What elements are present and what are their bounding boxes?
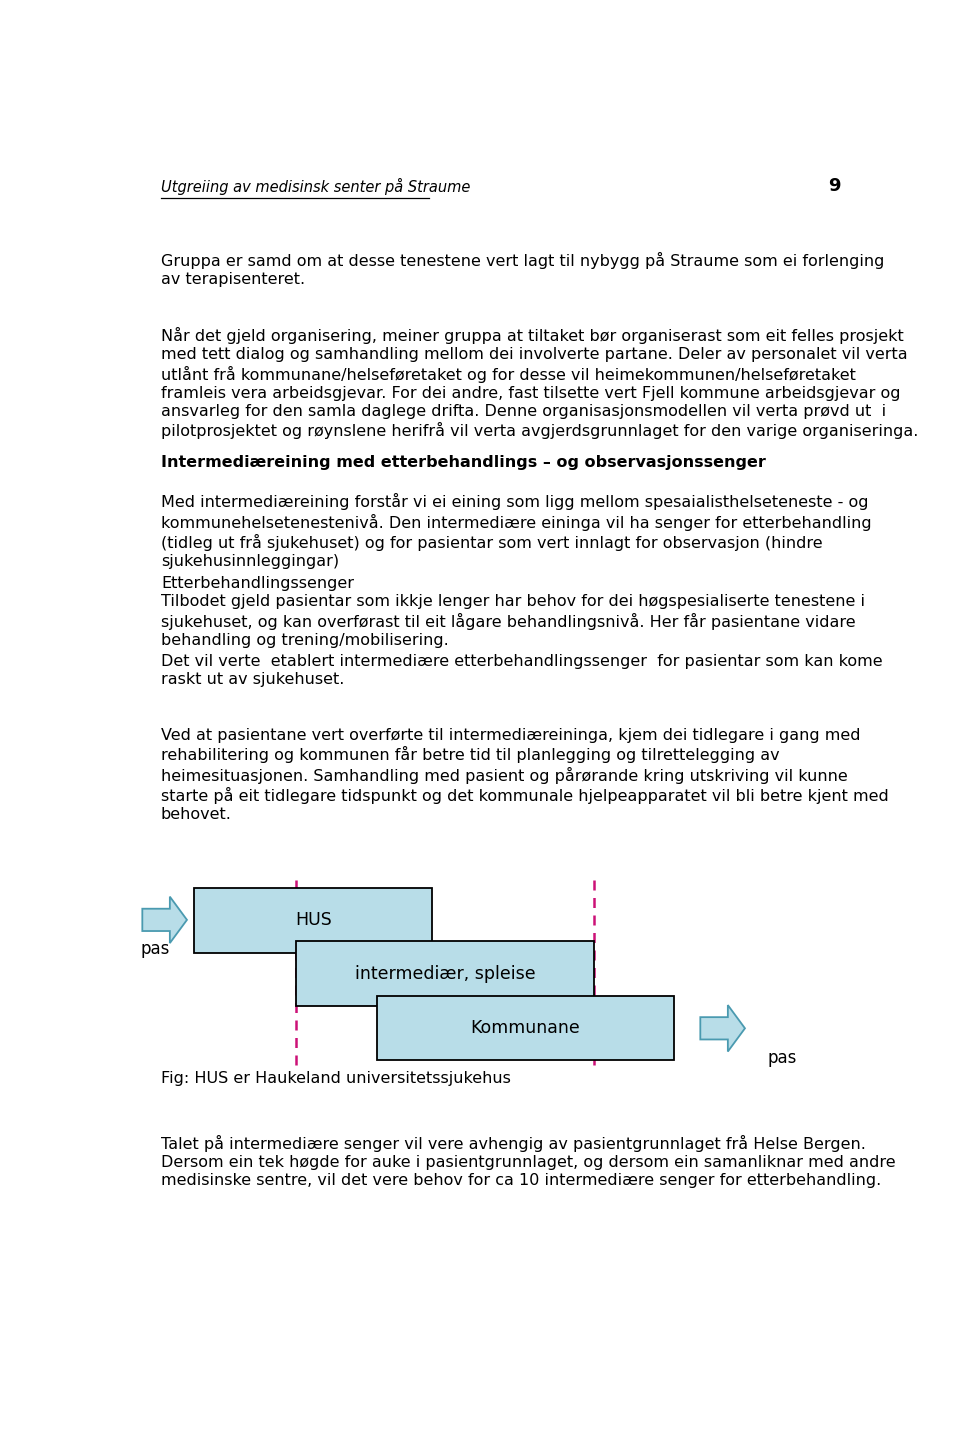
FancyBboxPatch shape: [194, 888, 432, 953]
Text: Talet på intermediære senger vil vere avhengig av pasientgrunnlaget frå Helse Be: Talet på intermediære senger vil vere av…: [161, 1135, 896, 1188]
Text: Gruppa er samd om at desse tenestene vert lagt til nybygg på Straume som ei forl: Gruppa er samd om at desse tenestene ver…: [161, 251, 884, 287]
Text: Kommunane: Kommunane: [470, 1019, 581, 1036]
Text: Intermediæreining med etterbehandlings – og observasjonssenger: Intermediæreining med etterbehandlings –…: [161, 454, 766, 470]
Text: Når det gjeld organisering, meiner gruppa at tiltaket bør organiserast som eit f: Når det gjeld organisering, meiner grupp…: [161, 328, 919, 440]
Text: pas: pas: [767, 1049, 797, 1066]
Text: HUS: HUS: [295, 911, 332, 930]
FancyBboxPatch shape: [297, 941, 594, 1006]
Polygon shape: [142, 897, 187, 943]
Polygon shape: [701, 1004, 745, 1052]
Text: Etterbehandlingssenger
Tilbodet gjeld pasientar som ikkje lenger har behov for d: Etterbehandlingssenger Tilbodet gjeld pa…: [161, 576, 865, 648]
Text: 9: 9: [828, 177, 840, 194]
Text: Det vil verte  etablert intermediære etterbehandlingssenger  for pasientar som k: Det vil verte etablert intermediære ette…: [161, 654, 882, 687]
FancyBboxPatch shape: [376, 996, 674, 1061]
Text: pas: pas: [141, 940, 170, 958]
Text: Fig: HUS er Haukeland universitetssjukehus: Fig: HUS er Haukeland universitetssjukeh…: [161, 1071, 511, 1086]
Text: Med intermediæreining forstår vi ei eining som ligg mellom spesaialisthelsetenes: Med intermediæreining forstår vi ei eini…: [161, 493, 872, 569]
Text: Ved at pasientane vert overførte til intermediæreininga, kjem dei tidlegare i ga: Ved at pasientane vert overførte til int…: [161, 729, 889, 822]
Text: Utgreiing av medisinsk senter på Straume: Utgreiing av medisinsk senter på Straume: [161, 178, 470, 194]
Text: intermediær, spleise: intermediær, spleise: [355, 964, 536, 983]
